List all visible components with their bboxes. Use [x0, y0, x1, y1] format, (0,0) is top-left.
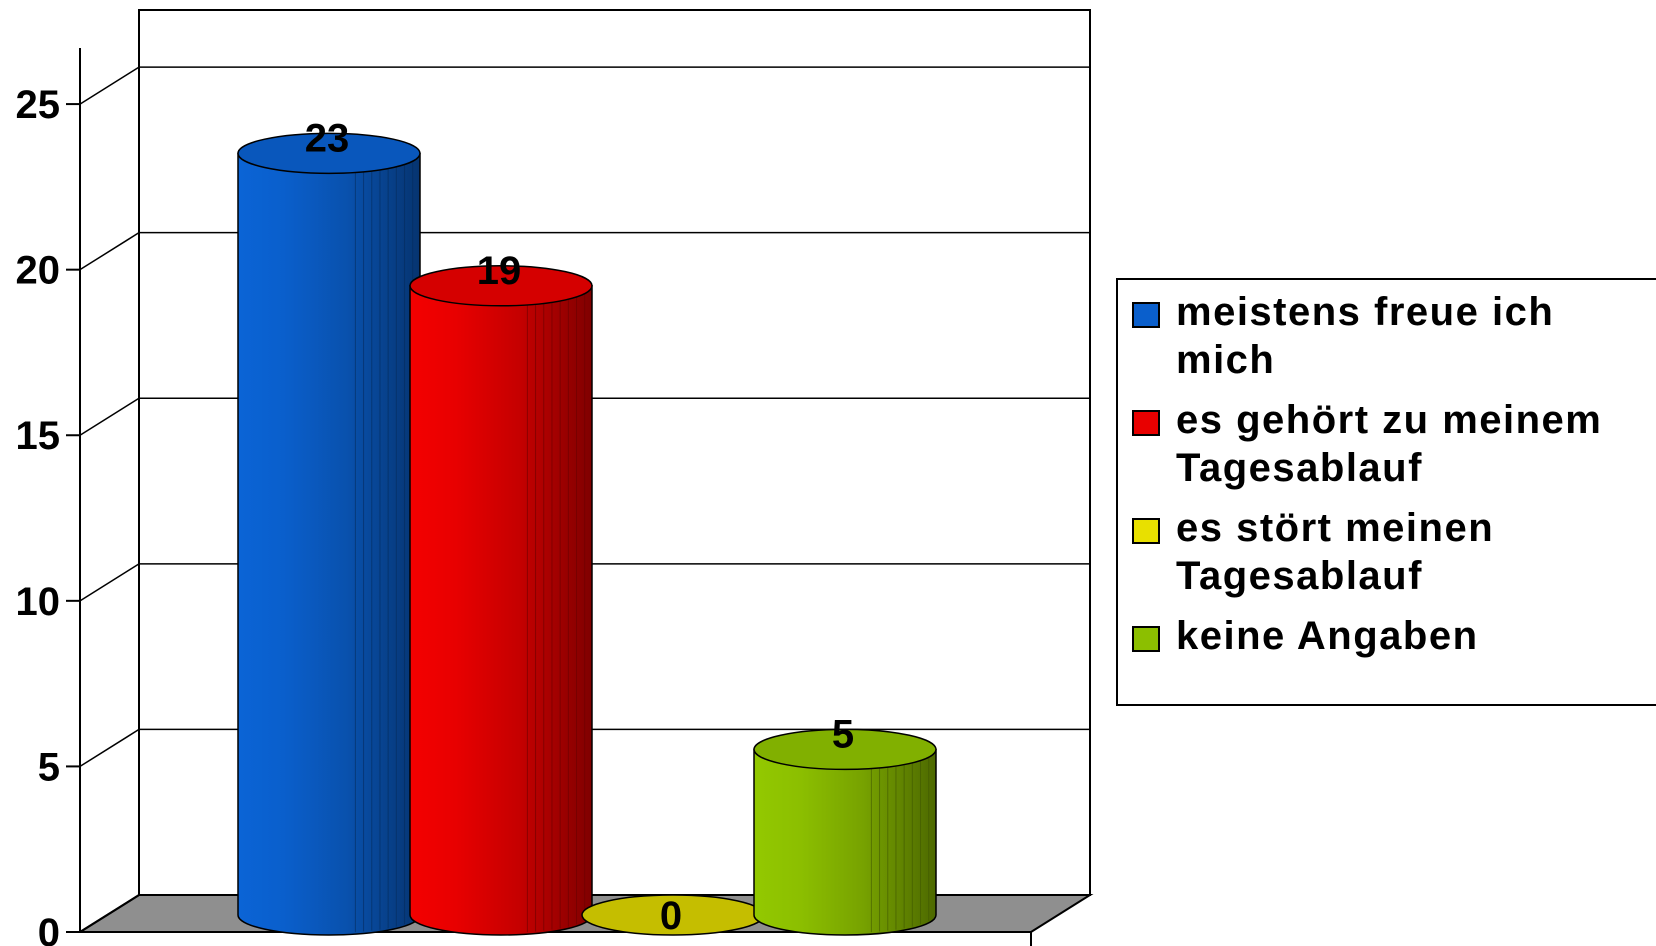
legend-label-4: keine Angaben [1176, 614, 1479, 658]
bar-body [753, 748, 937, 936]
bar-body [409, 285, 593, 936]
legend-label-1: meistens freue ich mich [1176, 290, 1555, 382]
y-tick-label: 20 [16, 249, 61, 293]
bar-top [753, 728, 937, 771]
side-gridline [79, 66, 140, 105]
legend-swatch-3 [1132, 518, 1160, 544]
bar-body [237, 152, 421, 936]
legend-swatch-2 [1132, 410, 1160, 436]
legend-item-1: meistens freue ich mich [1132, 288, 1656, 384]
side-gridline [79, 232, 140, 271]
data-label-1: 23 [305, 116, 350, 160]
legend-swatch-4 [1132, 626, 1160, 652]
y-tick-label: 25 [16, 83, 61, 127]
data-labels: 23 19 0 5 [305, 116, 854, 938]
y-axis-ticks: 0 5 10 15 20 25 [16, 83, 80, 946]
legend-label-2: es gehört zu meinem Tagesablauf [1176, 398, 1603, 490]
y-tick-label: 5 [38, 745, 60, 789]
side-gridline [79, 397, 140, 436]
y-tick-label: 0 [38, 911, 60, 946]
legend: meistens freue ich mich es gehört zu mein… [1116, 278, 1656, 706]
back-wall [138, 9, 1091, 896]
bar-1 [237, 132, 421, 936]
y-tick-label: 15 [16, 414, 61, 458]
bar-top [237, 132, 421, 175]
data-label-2: 19 [477, 249, 522, 293]
side-gridline [79, 728, 140, 768]
left-wall-bottom [79, 894, 140, 933]
legend-item-2: es gehört zu meinem Tagesablauf [1132, 396, 1656, 492]
legend-item-4: keine Angaben [1132, 612, 1656, 660]
legend-label-3: es stört meinen Tagesablauf [1176, 506, 1495, 598]
bar-top [409, 265, 593, 307]
legend-swatch-1 [1132, 302, 1160, 328]
data-label-3: 0 [660, 894, 682, 938]
bars [237, 132, 937, 936]
side-gridline [79, 563, 140, 602]
y-tick-label: 10 [16, 580, 61, 624]
bar-2 [409, 265, 593, 936]
bar-4 [753, 728, 937, 936]
data-label-4: 5 [832, 712, 854, 756]
legend-item-3: es stört meinen Tagesablauf [1132, 504, 1656, 600]
